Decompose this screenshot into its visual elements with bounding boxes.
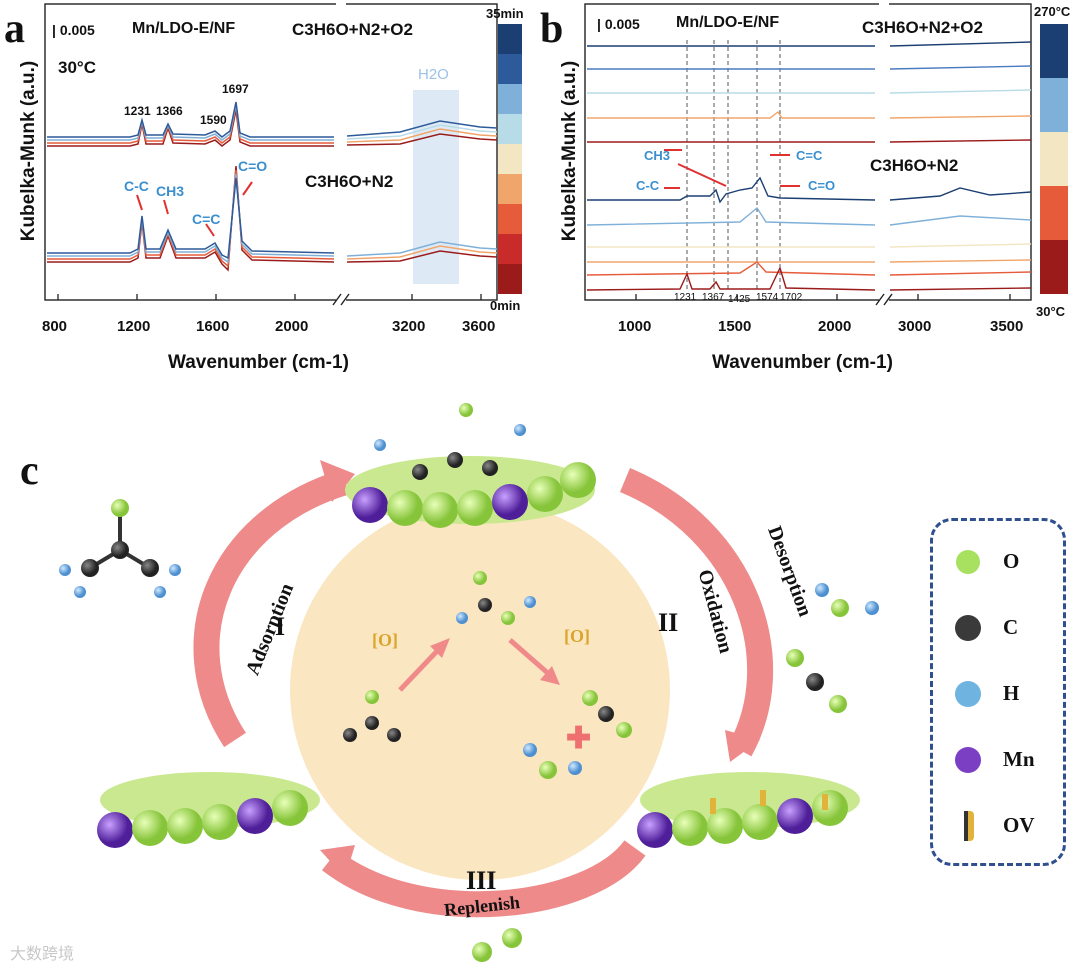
label-oxygen-2: [O] [564,626,590,646]
band-c=o-b: C=O [808,178,836,193]
legend-mn-label: Mn [1003,747,1035,771]
xtick-b-1500: 1500 [718,318,752,335]
xtick-b-3000: 3000 [898,318,932,335]
label-step-II: II [658,608,679,637]
band-c=o-a: C=O [238,158,268,174]
legend-h-label: H [1003,681,1020,705]
central-circle [290,500,670,880]
molecule-h2o-center [523,743,582,779]
xtick-b-3500: 3500 [990,318,1024,335]
legend-row-mn: Mn [933,741,1063,781]
xtick-a-1600: 1600 [196,318,230,335]
panel-b-gas-top: C3H6O+N2+O2 [862,18,983,37]
xtick-b-2000: 2000 [818,318,852,335]
panel-b-colorbar [1040,24,1068,294]
legend-row-ov: OV [933,807,1063,847]
y-label-b: Kubelka-Munk (a.u.) [559,60,580,242]
panel-a-bottom-spectra [47,165,498,272]
legend-row-h: H [933,675,1063,715]
legend-o-sphere [956,550,980,574]
h2o-region [413,90,459,284]
panel-a-gas-bottom: C3H6O+N2 [305,172,394,191]
xtick-a-2000: 2000 [275,318,309,335]
panel-a-chart [44,0,522,310]
arrow-replenish [322,839,646,918]
panel-b-spectra [586,41,1032,291]
colorbar-b-bottom: 30°C [1036,304,1066,319]
legend-row-o: O [933,543,1063,583]
molecule-center-intermediate [456,571,536,625]
legend-c-sphere [955,615,981,641]
colorbar-a-top: 35min [486,6,524,21]
surface-left [97,772,320,848]
panel-a-colorbar [498,24,522,294]
label-step-I: I [275,612,286,641]
x-label-b: Wavenumber (cm-1) [712,352,893,373]
pos-1702: 1702 [780,292,803,303]
xtick-a-1200: 1200 [117,318,151,335]
peak-1697: 1697 [222,82,249,96]
panel-a-gas-top: C3H6O+N2+O2 [292,20,413,39]
arrow-desorption [619,468,773,757]
molecule-co2 [582,690,632,738]
xtick-a-800: 800 [42,318,68,335]
x-label-a: Wavenumber (cm-1) [168,352,349,373]
legend-o-label: O [1003,549,1020,573]
panel-b-chart [584,0,1068,310]
panel-b-scale: | 0.005 [597,16,640,32]
peak-1231: 1231 [124,104,151,118]
xtick-a-3200: 3200 [392,318,426,335]
molecule-o2-bottom [472,928,522,962]
panel-b-arrows [664,149,800,189]
xtick-b-1000: 1000 [618,318,652,335]
pos-1231: 1231 [674,292,697,303]
band-cc-b: C-C [636,178,660,193]
legend-row-c: C [933,609,1063,649]
surface-top [345,403,596,528]
colorbar-b-top: 270°C [1034,4,1071,19]
panel-a-letter: a [4,6,25,52]
band-cc-a: C-C [124,178,149,194]
panel-c-letter: c [20,448,39,494]
panel-a-temperature: 30°C [58,58,96,77]
svg-text:✚: ✚ [566,722,591,755]
xtick-a-3600: 3600 [462,318,496,335]
panel-c-scheme: ✚ [59,403,879,962]
arrow-adsorption [193,469,349,748]
molecule-co2-right [786,649,847,713]
label-oxygen-1: [O] [372,630,398,650]
legend-ov-label: OV [1003,813,1035,837]
band-c=c-a: C=C [192,211,221,227]
panel-a-band-arrows [136,181,253,237]
label-step-III: III [466,866,497,895]
band-ch3-b: CH3 [644,148,671,163]
panel-b-letter: b [540,6,564,52]
pos-1425: 1425 [728,294,751,305]
watermark: 大数跨境 [10,946,75,963]
y-label-a: Kubelka-Munk (a.u.) [18,60,39,242]
colorbar-a-bottom: 0min [490,298,521,313]
pos-1574: 1574 [756,292,779,303]
h2o-label: H2O [418,66,449,83]
band-ch3-a: CH3 [156,183,185,199]
panel-a-top-spectra [47,101,498,147]
panel-b-gas-bottom: C3H6O+N2 [870,156,959,175]
molecule-center-reactant [343,690,401,742]
pos-1367: 1367 [702,292,725,303]
panel-a-sample: Mn/LDO-E/NF [132,20,236,37]
panel-a-scale: | 0.005 [52,22,95,38]
legend-ov-shape [964,811,974,841]
peak-1366: 1366 [156,104,183,118]
legend-c-label: C [1003,615,1019,639]
band-c=c-b: C=C [796,148,823,163]
molecule-h2o-right [815,583,879,617]
surface-right [637,772,860,848]
peak-1590: 1590 [200,113,227,127]
panel-b-sample: Mn/LDO-E/NF [676,14,780,31]
legend-h-sphere [955,681,981,707]
legend-mn-sphere [955,747,981,773]
molecule-acetone-left [59,499,181,598]
atom-legend: O C H Mn OV [930,518,1066,866]
